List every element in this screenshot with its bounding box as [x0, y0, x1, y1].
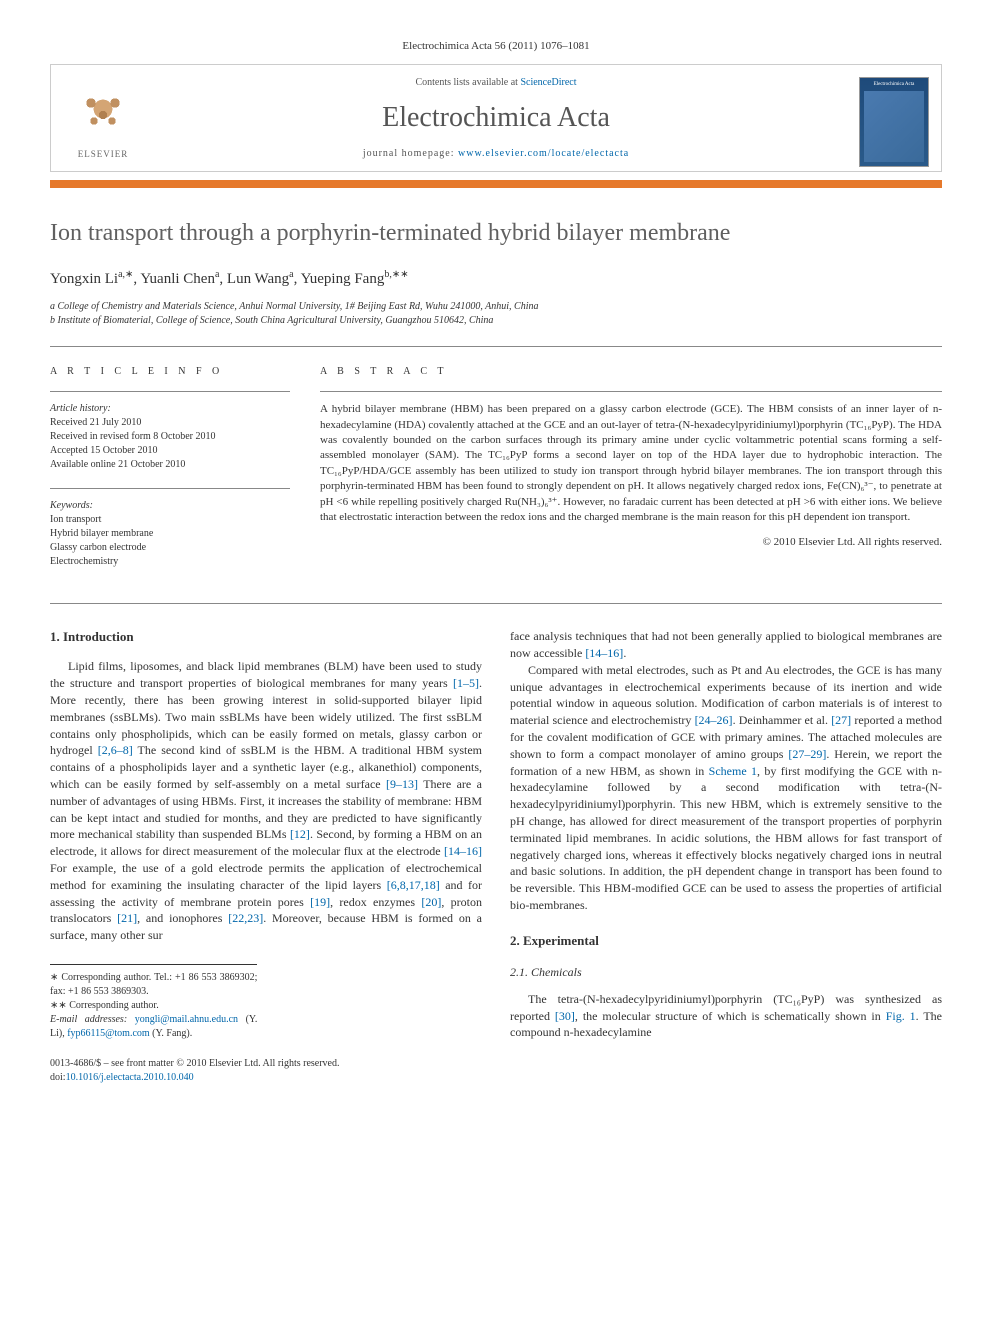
history-0: Received 21 July 2010 [50, 416, 290, 430]
elsevier-logo: ELSEVIER [63, 77, 143, 167]
affiliation-a: a College of Chemistry and Materials Sci… [50, 300, 942, 314]
ref-268[interactable]: [2,6–8] [98, 743, 133, 757]
ref-681718[interactable]: [6,8,17,18] [387, 878, 440, 892]
homepage-link[interactable]: www.elsevier.com/locate/electacta [458, 148, 629, 159]
t: , the molecular structure of which is sc… [575, 1009, 886, 1023]
history-2: Accepted 15 October 2010 [50, 444, 290, 458]
ref-2223[interactable]: [22,23] [228, 911, 263, 925]
doi-link[interactable]: 10.1016/j.electacta.2010.10.040 [66, 1072, 194, 1083]
para-1-cont: face analysis techniques that had not be… [510, 628, 942, 662]
ref-24-26[interactable]: [24–26] [695, 713, 733, 727]
abstract-text: A hybrid bilayer membrane (HBM) has been… [320, 402, 942, 525]
ref-14-16[interactable]: [14–16] [444, 844, 482, 858]
rule-kw [50, 488, 290, 489]
t: , redox enzymes [330, 895, 421, 909]
t: face analysis techniques that had not be… [510, 629, 942, 660]
section-2-1-head: 2.1. Chemicals [510, 964, 942, 981]
t: Lipid films, liposomes, and black lipid … [50, 659, 482, 690]
history-3: Available online 21 October 2010 [50, 458, 290, 472]
homepage-line: journal homepage: www.elsevier.com/locat… [171, 148, 821, 159]
contents-line: Contents lists available at ScienceDirec… [171, 77, 821, 88]
elsevier-label: ELSEVIER [78, 149, 129, 159]
t: . Deinhammer et al. [733, 713, 832, 727]
affiliation-b: b Institute of Biomaterial, College of S… [50, 314, 942, 328]
article-info-col: A R T I C L E I N F O Article history: R… [50, 365, 290, 585]
rule-bottom [50, 603, 942, 604]
footer: 0013-4686/$ – see front matter © 2010 El… [50, 1057, 942, 1085]
ref-14-16b[interactable]: [14–16] [585, 646, 623, 660]
ref-30[interactable]: [30] [555, 1009, 575, 1023]
elsevier-tree-icon [73, 85, 133, 145]
article-title: Ion transport through a porphyrin-termin… [50, 218, 942, 249]
footnotes: ∗ Corresponding author. Tel.: +1 86 553 … [50, 964, 257, 1041]
ref-19[interactable]: [19] [310, 895, 330, 909]
email-2-who: (Y. Fang). [150, 1028, 193, 1039]
keyword-3: Electrochemistry [50, 555, 290, 569]
ref-20[interactable]: [20] [421, 895, 441, 909]
front-matter: 0013-4686/$ – see front matter © 2010 El… [50, 1057, 942, 1071]
journal-title: Electrochimica Acta [171, 102, 821, 134]
abstract-col: A B S T R A C T A hybrid bilayer membran… [320, 365, 942, 585]
history-1: Received in revised form 8 October 2010 [50, 430, 290, 444]
cover-image [864, 91, 924, 162]
article-info-head: A R T I C L E I N F O [50, 365, 290, 379]
meta-abstract-row: A R T I C L E I N F O Article history: R… [50, 347, 942, 603]
ref-9-13[interactable]: [9–13] [386, 777, 418, 791]
doi-label: doi: [50, 1072, 66, 1083]
abstract-head: A B S T R A C T [320, 365, 942, 379]
contents-prefix: Contents lists available at [415, 77, 520, 88]
author-list: Yongxin Lia,∗, Yuanli Chena, Lun Wanga, … [50, 269, 942, 288]
rule-info [50, 391, 290, 392]
email-2[interactable]: fyp66115@tom.com [67, 1028, 149, 1039]
journal-cover-thumb: Electrochimica Acta [859, 77, 929, 167]
fig-1-link[interactable]: Fig. 1 [886, 1009, 916, 1023]
keyword-1: Hybrid bilayer membrane [50, 527, 290, 541]
footnote-emails: E-mail addresses: yongli@mail.ahnu.edu.c… [50, 1013, 257, 1041]
footnote-1: ∗ Corresponding author. Tel.: +1 86 553 … [50, 971, 257, 999]
history-block: Article history: Received 21 July 2010 R… [50, 402, 290, 472]
orange-divider [50, 180, 942, 188]
section-1-head: 1. Introduction [50, 628, 482, 646]
scheme-1-link[interactable]: Scheme 1 [709, 764, 757, 778]
keywords-block: Keywords: Ion transport Hybrid bilayer m… [50, 499, 290, 569]
abstract-copyright: © 2010 Elsevier Ltd. All rights reserved… [320, 535, 942, 550]
t: , by first modifying the GCE with n-hexa… [510, 764, 942, 912]
affiliations: a College of Chemistry and Materials Sci… [50, 300, 942, 328]
history-label: Article history: [50, 402, 290, 416]
t: , and ionophores [137, 911, 228, 925]
keywords-label: Keywords: [50, 499, 290, 513]
footnote-2: ∗∗ Corresponding author. [50, 999, 257, 1013]
doi-line: doi:10.1016/j.electacta.2010.10.040 [50, 1071, 942, 1085]
ref-12[interactable]: [12] [290, 827, 310, 841]
cover-title: Electrochimica Acta [864, 82, 924, 87]
homepage-prefix: journal homepage: [363, 148, 458, 159]
ref-21[interactable]: [21] [117, 911, 137, 925]
rule-abs [320, 391, 942, 392]
ref-1-5[interactable]: [1–5] [453, 676, 479, 690]
para-1: Lipid films, liposomes, and black lipid … [50, 658, 482, 944]
email-label: E-mail addresses: [50, 1014, 135, 1025]
para-2: Compared with metal electrodes, such as … [510, 662, 942, 914]
para-3: The tetra-(N-hexadecylpyridiniumyl)porph… [510, 991, 942, 1041]
t: . [623, 646, 626, 660]
running-citation: Electrochimica Acta 56 (2011) 1076–1081 [50, 40, 942, 52]
sciencedirect-link[interactable]: ScienceDirect [520, 77, 576, 88]
ref-27-29[interactable]: [27–29] [788, 747, 826, 761]
keyword-0: Ion transport [50, 513, 290, 527]
body-columns: 1. Introduction Lipid films, liposomes, … [50, 628, 942, 1041]
section-2-head: 2. Experimental [510, 932, 942, 950]
ref-27[interactable]: [27] [831, 713, 851, 727]
keyword-2: Glassy carbon electrode [50, 541, 290, 555]
journal-header: ELSEVIER Electrochimica Acta Contents li… [50, 64, 942, 172]
email-1[interactable]: yongli@mail.ahnu.edu.cn [135, 1014, 238, 1025]
